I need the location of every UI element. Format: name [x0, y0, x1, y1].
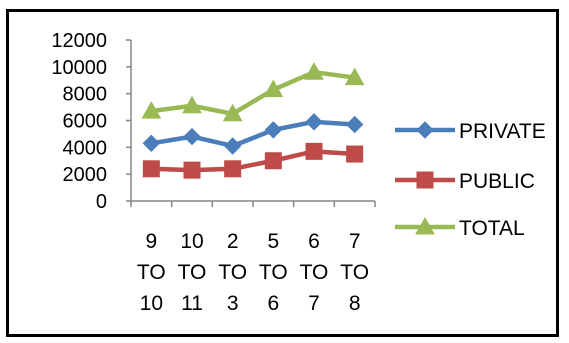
legend-label-total: TOTAL: [459, 217, 525, 240]
series-line-total: [151, 69, 355, 117]
y-tick-label: 10000: [51, 57, 107, 79]
series-line-public: [151, 149, 355, 173]
labels-layer: 0 2000 4000 6000 8000 10000 12000 9 TO 10 10 TO 11 2 T…: [51, 30, 369, 315]
data-point-private: [223, 137, 242, 155]
y-tick-label: 4000: [63, 137, 108, 159]
data-point-total: [344, 67, 365, 86]
data-point-total: [182, 95, 202, 114]
data-point-total: [141, 101, 162, 119]
y-tick-label: 2000: [63, 164, 108, 186]
data-point-total: [263, 79, 284, 98]
legend: PRIVATE PUBLIC TOTAL: [395, 120, 546, 240]
x-tick-label: 5 TO 6: [259, 230, 288, 315]
legend-label-public: PUBLIC: [459, 170, 535, 193]
data-point-public: [183, 161, 201, 179]
axes: [126, 39, 376, 207]
data-point-private: [142, 134, 161, 153]
x-tick-label: 10 TO 11: [178, 230, 207, 315]
series-line-private: [150, 119, 355, 149]
series-layer: [141, 62, 365, 179]
data-point-private: [345, 115, 364, 134]
x-tick-label: 7 TO 8: [340, 230, 369, 315]
y-tick-label: 0: [96, 191, 107, 213]
data-point-total: [304, 62, 324, 80]
y-tick-label: 8000: [63, 84, 108, 106]
x-tick-label: 2 TO 3: [218, 230, 247, 315]
legend-marker-public: [416, 171, 434, 189]
data-point-public: [346, 145, 364, 163]
legend-label-private: PRIVATE: [459, 120, 546, 143]
data-point-total: [222, 103, 243, 122]
legend-marker-private: [416, 121, 434, 139]
data-point-private: [264, 121, 283, 139]
data-point-public: [264, 152, 282, 170]
y-tick-label: 6000: [63, 111, 108, 133]
data-point-private: [305, 113, 323, 131]
legend-marker-total: [415, 216, 435, 235]
chart-frame: [6, 9, 559, 337]
y-tick-label: 12000: [51, 30, 107, 52]
x-tick-label: 6 TO 7: [300, 230, 329, 315]
data-point-public: [224, 160, 242, 178]
data-point-private: [183, 127, 201, 146]
x-tick-label: 9 TO 10: [137, 230, 166, 315]
data-point-public: [142, 160, 160, 178]
data-point-public: [305, 142, 323, 160]
